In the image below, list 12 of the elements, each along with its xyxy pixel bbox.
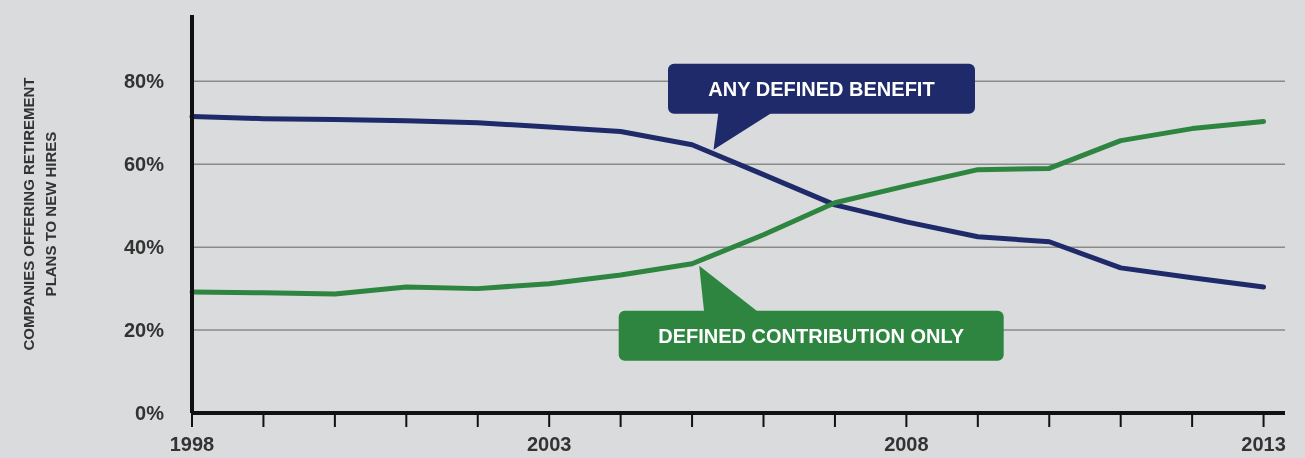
x-tick-label: 2008	[884, 433, 929, 455]
annotation: DEFINED CONTRIBUTION ONLY	[658, 324, 965, 347]
annotation: ANY DEFINED BENEFIT	[708, 77, 935, 100]
x-tick-label: 1998	[169, 433, 215, 455]
y-tick-label: 60%	[123, 153, 165, 176]
y-tick-label: 80%	[123, 70, 165, 93]
y-tick-label: 0%	[135, 402, 165, 424]
x-tick-label: 2013	[1241, 433, 1286, 455]
y-tick-label: 20%	[123, 319, 165, 342]
x-tick-label: 2003	[526, 433, 572, 455]
y-tick-label: 40%	[123, 236, 165, 259]
y-axis-title: COMPANIES OFFERING RETIREMENT PLANS TO NEW HIRES	[20, 77, 59, 351]
